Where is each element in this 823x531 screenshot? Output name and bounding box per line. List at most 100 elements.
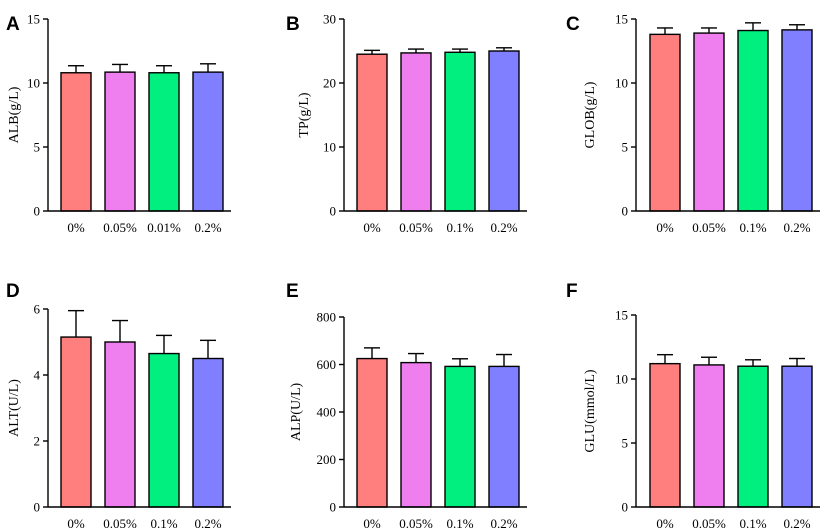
y-axis-label: ALP(U/L) [289, 383, 304, 442]
error-bar [789, 357, 805, 367]
x-tick-label: 0.1% [150, 516, 177, 531]
panel-c: C GLOB(g/L) 0% 0.05% 0.1% 0.2% 0 5 10 15 [566, 12, 820, 235]
y-axis-label: GLU(mmol/L) [583, 369, 598, 453]
bar-0.2% [192, 71, 224, 212]
error-bar [496, 47, 512, 51]
x-tick-label: 0% [656, 516, 674, 531]
x-tick-label: 0.05% [692, 516, 726, 531]
error-bar [68, 65, 84, 73]
y-tick-label: 400 [317, 405, 337, 420]
bar-0% [649, 362, 681, 508]
error-bar [200, 63, 216, 73]
error-bar [112, 63, 128, 73]
panel-letter: B [286, 14, 300, 35]
error-bar [68, 309, 84, 338]
error-bar [452, 48, 468, 53]
error-bar [112, 319, 128, 342]
panel-letter: F [566, 281, 578, 302]
error-bar [496, 353, 512, 367]
bar-0.1% [737, 29, 769, 212]
panel-d: D ALT(U/L) 0% 0.05% 0.1% 0.2% 0 2 4 6 [6, 281, 231, 531]
error-bar [364, 49, 380, 55]
error-bar [156, 65, 172, 73]
bar-0% [356, 53, 388, 212]
bar-0.05% [400, 361, 432, 508]
bar-0.2% [781, 29, 813, 212]
bar-0.05% [104, 341, 136, 508]
x-tick-label: 0.05% [103, 516, 137, 531]
y-tick-label: 0 [34, 204, 41, 219]
bar-0.1% [444, 365, 476, 508]
bar-0.2% [192, 357, 224, 508]
y-axis-label: GLOB(g/L) [583, 81, 598, 148]
x-tick-label: 0% [363, 516, 381, 531]
bar-0% [356, 357, 388, 508]
y-tick-label: 0 [622, 204, 629, 219]
x-tick-label: 0.05% [399, 220, 433, 235]
x-tick-label: 0.1% [446, 220, 473, 235]
panel-e: E ALP(U/L) 0% 0.05% 0.1% 0.2% 0 200 400 600 800 [286, 281, 527, 531]
error-bar [156, 334, 172, 354]
x-tick-label: 0% [656, 220, 674, 235]
y-axis-label: ALT(U/L) [7, 379, 22, 437]
x-tick-label: 0.2% [194, 220, 221, 235]
error-bar [657, 353, 673, 364]
bar-0.2% [488, 50, 520, 212]
x-tick-label: 0.2% [783, 220, 810, 235]
y-tick-label: 5 [34, 140, 41, 155]
y-tick-label: 10 [323, 140, 336, 155]
y-tick-label: 0 [34, 500, 41, 515]
x-tick-label: 0.1% [739, 220, 766, 235]
x-tick-label: 0.2% [490, 220, 517, 235]
panel-letter: D [6, 281, 20, 302]
y-tick-label: 15 [27, 12, 40, 27]
error-bar [408, 48, 424, 53]
x-tick-label: 0.1% [446, 516, 473, 531]
panel-f: F GLU(mmol/L) 0% 0.05% 0.1% 0.2% 0 5 10 15 [566, 281, 820, 531]
bar-0.1% [737, 365, 769, 508]
y-axis-label: TP(g/L) [297, 92, 312, 137]
error-bar [200, 339, 216, 359]
y-tick-label: 15 [615, 308, 628, 323]
y-tick-label: 10 [615, 76, 628, 91]
y-tick-label: 10 [27, 76, 40, 91]
x-tick-label: 0.01% [147, 220, 181, 235]
x-tick-label: 0.2% [783, 516, 810, 531]
y-tick-label: 0 [330, 500, 337, 515]
bar-0.1% [148, 352, 180, 508]
error-bar [701, 356, 717, 365]
bar-0.05% [693, 364, 725, 508]
bar-0.05% [104, 71, 136, 212]
bar-0.1% [444, 51, 476, 212]
x-tick-label: 0% [67, 516, 85, 531]
x-tick-label: 0.2% [194, 516, 221, 531]
error-bar [701, 27, 717, 34]
error-bar [408, 352, 424, 363]
y-tick-label: 0 [330, 204, 337, 219]
error-bar [364, 347, 380, 359]
x-tick-label: 0.2% [490, 516, 517, 531]
x-tick-label: 0.05% [399, 516, 433, 531]
error-bar [452, 358, 468, 367]
y-tick-label: 600 [317, 357, 337, 372]
y-tick-label: 6 [34, 302, 41, 317]
bar-0.2% [488, 365, 520, 508]
bar-0.05% [400, 52, 432, 212]
x-tick-label: 0% [67, 220, 85, 235]
y-tick-label: 0 [622, 500, 629, 515]
error-bar [657, 27, 673, 35]
bar-0.2% [781, 365, 813, 508]
x-tick-label: 0.05% [103, 220, 137, 235]
y-tick-label: 10 [615, 372, 628, 387]
error-bar [789, 24, 805, 30]
error-bar [745, 22, 761, 31]
y-tick-label: 4 [34, 368, 41, 383]
y-tick-label: 800 [317, 310, 337, 325]
bar-0% [60, 72, 92, 212]
y-tick-label: 15 [615, 12, 628, 27]
x-tick-label: 0% [363, 220, 381, 235]
error-bar [745, 359, 761, 367]
panel-letter: A [6, 14, 20, 35]
bar-0.01% [148, 72, 180, 212]
